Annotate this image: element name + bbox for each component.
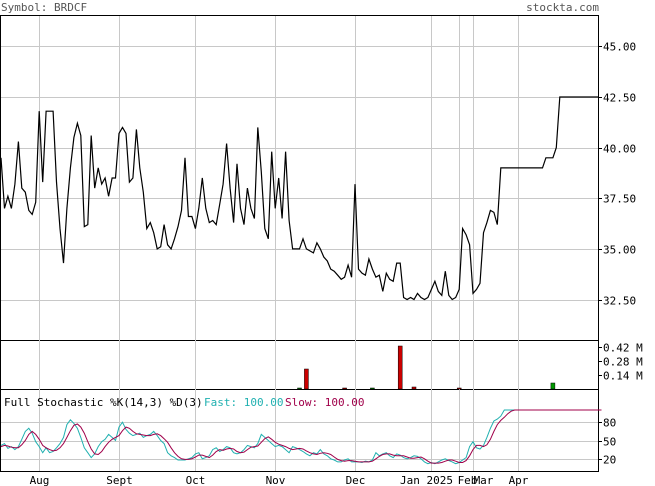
stochastic-tick-label: 50: [603, 436, 616, 449]
price-tick-label: 35.00: [603, 244, 636, 257]
volume-bar: [370, 387, 375, 390]
volume-bar: [397, 345, 403, 390]
volume-bar: [456, 387, 462, 390]
volume-panel: [0, 340, 599, 390]
stochastic-tick-label: 20: [603, 454, 616, 467]
fast-k-line: [0, 409, 602, 465]
x-tick-label: Oct: [186, 474, 206, 486]
x-tick-label: Mar: [474, 474, 494, 486]
volume-tick-label: 0.42 M: [603, 342, 643, 355]
stochastic-panel: [0, 389, 599, 472]
price-tick-label: 40.00: [603, 143, 636, 156]
site-label: stockta.com: [526, 1, 599, 14]
x-tick-label: Apr: [509, 474, 529, 486]
price-tick-label: 32.50: [603, 295, 636, 308]
slow-label: Slow: 100.00: [285, 396, 364, 409]
price-tick-label: 42.50: [603, 92, 636, 105]
x-tick-label: Nov: [266, 474, 286, 486]
volume-bar: [297, 387, 302, 390]
slow-d-line: [0, 409, 602, 464]
x-tick-label: Sept: [106, 474, 133, 486]
volume-bar: [342, 387, 347, 390]
x-tick-label: Feb: [458, 474, 478, 486]
volume-tick-label: 0.28 M: [603, 356, 643, 369]
volume-bar: [411, 386, 417, 390]
symbol-label: Symbol: BRDCF: [1, 1, 87, 14]
x-tick-label: Jan 2025: [400, 474, 453, 486]
price-tick-label: 37.50: [603, 193, 636, 206]
price-tick-label: 45.00: [603, 41, 636, 54]
volume-bar: [550, 382, 556, 390]
price-panel: [0, 15, 599, 341]
x-tick-label: Aug: [30, 474, 50, 486]
price-line: [0, 96, 598, 301]
fast-label: Fast: 100.00: [204, 396, 283, 409]
volume-tick-label: 0.14 M: [603, 370, 643, 383]
x-tick-label: Dec: [346, 474, 366, 486]
volume-bar: [304, 368, 309, 390]
stochastic-title: Full Stochastic %K(14,3) %D(3): [4, 396, 203, 409]
stochastic-tick-label: 80: [603, 417, 616, 430]
